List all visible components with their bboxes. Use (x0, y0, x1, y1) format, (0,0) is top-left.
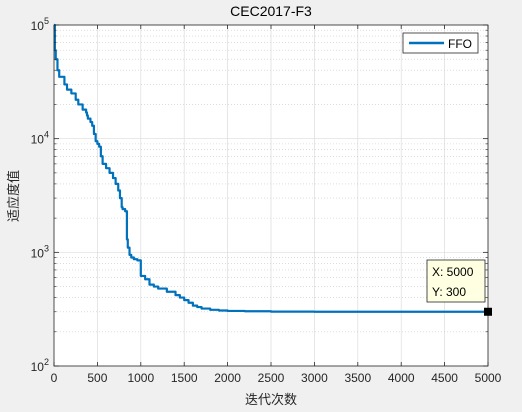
x-tick-label: 1000 (127, 371, 154, 385)
x-tick-label: 4000 (388, 371, 415, 385)
series-line-ffo (53, 23, 488, 313)
y-tick-label-exponent: 2 (44, 357, 49, 367)
x-tick-label: 1500 (171, 371, 198, 385)
x-tick-label: 2000 (214, 371, 241, 385)
chart-title: CEC2017-F3 (230, 3, 312, 19)
x-tick-label: 0 (51, 371, 58, 385)
y-tick-label: 102 (31, 357, 49, 374)
x-axis-label: 迭代次数 (245, 392, 297, 407)
x-tick-label: 4500 (431, 371, 458, 385)
legend[interactable]: FFO (402, 32, 479, 54)
y-tick-label: 104 (31, 130, 49, 147)
datatip[interactable]: X: 5000 Y: 300 (426, 259, 492, 316)
y-tick-label-exponent: 3 (44, 243, 49, 253)
tick-labels: 0 500 1000 1500 2000 2500 3000 3500 4000 4500 5000… (31, 16, 502, 385)
x-tick-label: 500 (87, 371, 107, 385)
y-tick-label-base: 10 (31, 133, 45, 147)
legend-label-ffo: FFO (448, 37, 472, 51)
y-tick-label-exponent: 5 (44, 16, 49, 26)
series-layer (53, 23, 488, 313)
x-tick-label: 3500 (344, 371, 371, 385)
datatip-box (426, 259, 486, 303)
datatip-x-label: X: 5000 (432, 265, 474, 279)
y-tick-label-base: 10 (31, 19, 45, 33)
y-tick-label-exponent: 4 (44, 130, 49, 140)
x-tick-label: 3000 (301, 371, 328, 385)
datatip-marker[interactable] (484, 307, 492, 316)
y-tick-label-base: 10 (31, 360, 45, 374)
x-tick-label: 5000 (475, 371, 502, 385)
y-tick-label: 105 (31, 16, 49, 33)
axis-ticks (53, 24, 489, 367)
x-tick-label: 2500 (258, 371, 285, 385)
y-axis-label: 适应度值 (6, 170, 21, 222)
datatip-y-label: Y: 300 (432, 285, 466, 299)
y-tick-label: 103 (31, 243, 49, 260)
y-tick-label-base: 10 (31, 246, 45, 260)
grid-lines (53, 24, 489, 367)
